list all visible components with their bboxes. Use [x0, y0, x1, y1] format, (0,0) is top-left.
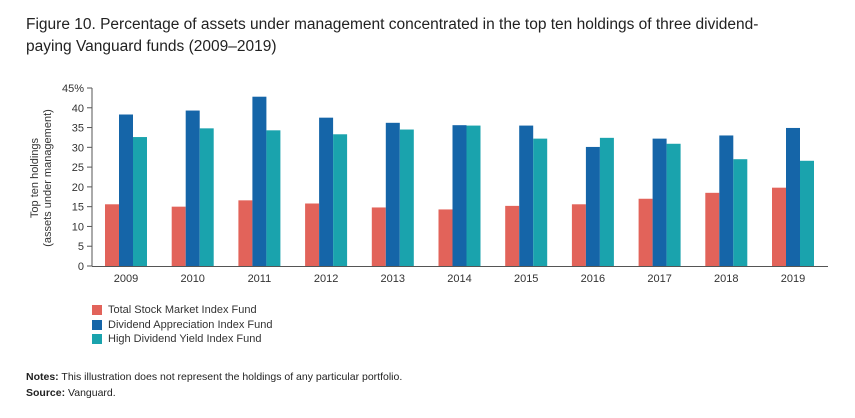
bar-2014-series-0: [438, 209, 453, 266]
bar-2016-series-1: [585, 146, 600, 266]
bar-2015-series-0: [505, 205, 520, 266]
bar-2019-series-1: [786, 127, 800, 266]
bar-2011-series-2: [266, 130, 281, 266]
notes-text: This illustration does not represent the…: [58, 371, 403, 383]
legend: Total Stock Market Index Fund Dividend Ap…: [92, 303, 273, 347]
notes: Notes: This illustration does not repres…: [26, 369, 402, 401]
bar-2015-series-2: [533, 138, 548, 266]
y-axis-title-line-2: (assets under management): [42, 109, 54, 247]
y-tick-label: 25: [72, 162, 84, 174]
x-tick-label: 2017: [647, 273, 671, 285]
bar-2012-series-0: [305, 203, 320, 266]
bar-2010-series-0: [171, 206, 186, 266]
bar-2017-series-0: [638, 198, 653, 266]
bar-2013-series-1: [385, 122, 400, 266]
legend-swatch: [92, 334, 102, 345]
chart-title: Figure 10. Percentage of assets under ma…: [26, 14, 826, 58]
y-tick-label: 40: [72, 103, 84, 115]
bar-2009-series-2: [133, 137, 147, 266]
x-tick-label: 2018: [714, 273, 738, 285]
bar-2016-series-0: [571, 204, 586, 266]
y-tick-label: 35: [72, 123, 84, 135]
bar-2019-series-0: [772, 187, 786, 266]
bar-2017-series-1: [652, 138, 667, 266]
y-tick-label: 45%: [62, 83, 84, 95]
y-tick-label: 10: [72, 221, 84, 233]
bar-2019-series-2: [800, 160, 814, 266]
legend-swatch: [92, 305, 102, 316]
y-tick-label: 5: [78, 241, 84, 253]
chart-title-line-2: paying Vanguard funds (2009–2019): [26, 38, 277, 55]
x-tick-label: 2019: [781, 273, 805, 285]
bar-2016-series-2: [599, 137, 614, 266]
bar-2014-series-2: [466, 125, 481, 266]
y-tick-label: 20: [72, 182, 84, 194]
legend-label: High Dividend Yield Index Fund: [108, 333, 262, 346]
x-tick-label: 2013: [381, 273, 405, 285]
legend-swatch: [92, 319, 102, 330]
bar-2012-series-1: [319, 117, 334, 267]
x-tick-label: 2015: [514, 273, 538, 285]
bar-2010-series-2: [199, 128, 214, 266]
bar-2018-series-0: [705, 192, 720, 266]
y-axis-title-line-1: Top ten holdings: [29, 137, 41, 218]
legend-item: Total Stock Market Index Fund: [92, 303, 273, 318]
source-text: Vanguard.: [65, 387, 116, 399]
x-tick-label: 2012: [314, 273, 338, 285]
bar-2017-series-2: [666, 143, 681, 266]
legend-label: Total Stock Market Index Fund: [108, 304, 257, 317]
bar-2018-series-1: [719, 135, 734, 266]
x-tick-label: 2011: [248, 273, 272, 285]
bar-2013-series-2: [399, 129, 414, 266]
bar-2009-series-0: [105, 204, 119, 266]
y-axis-title: Top ten holdings (assets under management…: [29, 109, 54, 247]
bar-2014-series-1: [452, 125, 467, 266]
bar-2011-series-0: [238, 200, 253, 266]
y-tick-label: 0: [78, 261, 84, 273]
bar-chart: 0 5 10 15 20 25 30 35 40 45% Top ten holdings (asse…: [29, 83, 828, 285]
x-tick-label: 2010: [180, 273, 204, 285]
y-tick-label: 30: [72, 142, 84, 154]
x-tick-label: 2009: [114, 273, 138, 285]
chart-title-line-1: Figure 10. Percentage of assets under ma…: [26, 16, 759, 33]
notes-line: Notes: This illustration does not repres…: [26, 369, 402, 385]
notes-label: Notes:: [26, 371, 59, 383]
source-line: Source: Vanguard.: [26, 385, 402, 401]
source-label: Source:: [26, 387, 66, 399]
bar-2013-series-0: [371, 207, 386, 266]
y-tick-label: 15: [72, 202, 84, 214]
x-tick-label: 2014: [447, 273, 471, 285]
legend-item: Dividend Appreciation Index Fund: [92, 318, 273, 333]
bar-2018-series-2: [733, 159, 748, 266]
bar-2010-series-1: [185, 110, 200, 267]
x-tick-label: 2016: [581, 273, 605, 285]
legend-item: High Dividend Yield Index Fund: [92, 332, 273, 347]
bar-2015-series-1: [519, 125, 534, 266]
bar-2011-series-1: [252, 96, 267, 266]
bar-2012-series-2: [333, 134, 348, 266]
bar-2009-series-1: [119, 114, 133, 266]
legend-label: Dividend Appreciation Index Fund: [108, 318, 273, 331]
